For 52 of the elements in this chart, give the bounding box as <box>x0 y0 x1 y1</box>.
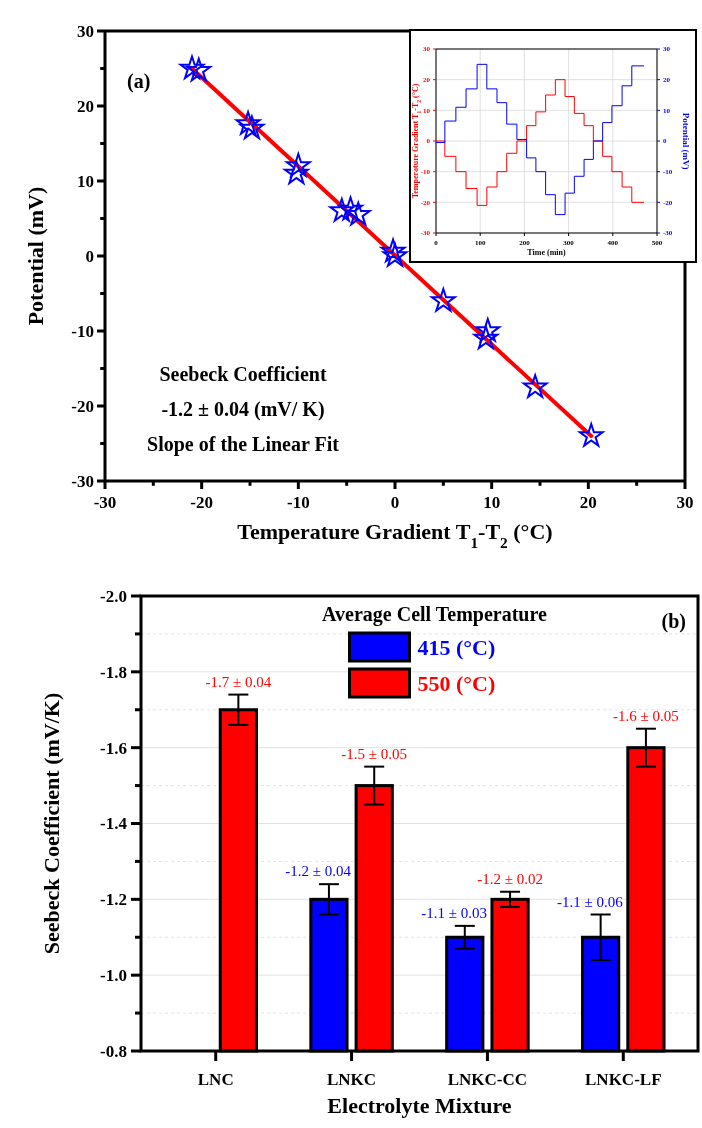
y-axis-title: Potential (mV) <box>23 186 48 326</box>
point <box>177 53 207 81</box>
x-tick-label: LNKC-LF <box>585 1070 662 1089</box>
data-label: -1.5 ± 0.05 <box>341 745 408 762</box>
annotation: Slope of the Linear Fit <box>147 433 340 456</box>
y-tick-label: -1.4 <box>100 814 128 834</box>
data-label: -1.1 ± 0.06 <box>557 893 624 910</box>
point <box>380 241 409 269</box>
annotation: -1.2 ± 0.04 (mV/ K) <box>161 398 325 421</box>
x-axis-title: Electrolyte Mixture <box>327 1093 512 1118</box>
x-tick-label: LNKC <box>327 1070 377 1089</box>
x-axis-title: Temperature Gradient T$_{1}$-T$_{2}$ (°C) <box>237 519 553 551</box>
y-tick-label: -1.6 <box>100 738 127 758</box>
y-tick-label: -0.8 <box>100 1041 127 1061</box>
y-tick-label: 20 <box>77 96 94 116</box>
y-tick-label: -20 <box>71 396 94 416</box>
y-tick-label: 10 <box>77 171 94 191</box>
point <box>378 236 408 264</box>
point <box>184 55 213 83</box>
x-tick-label: -10 <box>287 493 310 512</box>
data-label: -1.1 ± 0.03 <box>421 904 487 921</box>
legend-label: 415 (°C) <box>417 635 496 660</box>
x-tick-label: 10 <box>483 493 501 512</box>
x-tick-label: 20 <box>579 493 597 512</box>
annotation: (a) <box>127 70 151 93</box>
annotation: Seebeck Coefficient <box>159 363 327 385</box>
x-tick-label: 30 <box>676 493 694 512</box>
y-tick-label: -1.8 <box>100 662 127 682</box>
y-tick-label: -10 <box>71 321 94 341</box>
y-axis-title: Seebeck Coefficient (mV/K) <box>39 692 64 955</box>
data-label: -1.6 ± 0.05 <box>613 707 679 724</box>
x-tick-label: LNC <box>197 1070 234 1089</box>
point <box>344 199 373 227</box>
y-tick-label: 30 <box>77 21 94 41</box>
x-tick-label: 0 <box>390 493 400 512</box>
legend-title: Average Cell Temperature <box>322 603 547 626</box>
y-tick-label: -30 <box>71 471 94 491</box>
data-label: -1.2 ± 0.02 <box>477 870 543 887</box>
y-tick-label: -1.0 <box>100 966 127 986</box>
y-tick-label: -1.2 <box>100 890 127 910</box>
x-tick-label: -20 <box>190 493 213 512</box>
point <box>336 194 365 222</box>
point <box>237 113 267 141</box>
annotation: (b) <box>661 610 686 633</box>
data-label: -1.2 ± 0.04 <box>285 863 352 880</box>
x-axis-title: Time (min) <box>527 248 566 257</box>
data-label: -1.7 ± 0.04 <box>205 673 272 690</box>
y-tick-label: -2.0 <box>100 586 127 606</box>
x-tick-label: LNKC-CC <box>447 1070 528 1089</box>
legend-label: 550 (°C) <box>417 671 496 696</box>
point <box>471 323 501 351</box>
y2-axis-title: Potential (mV) <box>681 112 691 170</box>
